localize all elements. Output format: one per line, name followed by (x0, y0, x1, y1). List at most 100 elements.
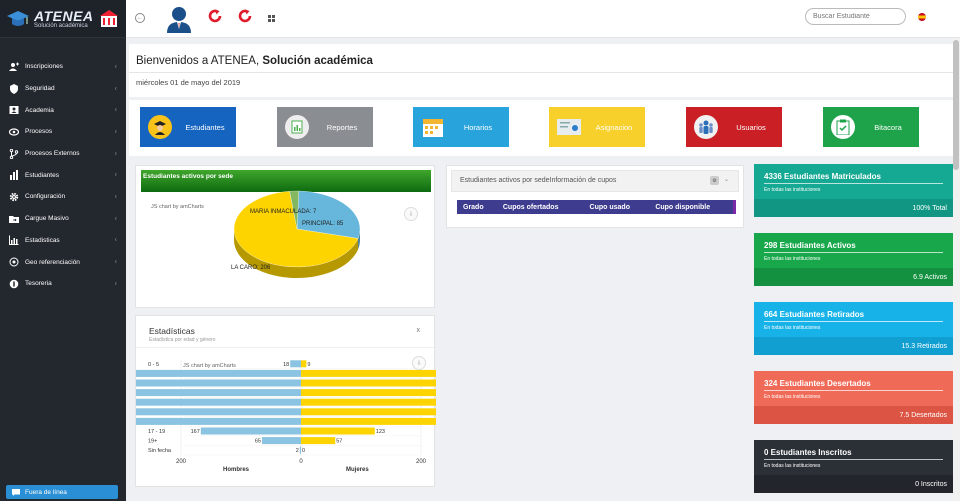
category-label: 0 - 5 (148, 362, 159, 368)
sidebar-nav: Inscripciones ‹ Seguridad ‹ Academia ‹ Proc… (0, 56, 126, 295)
stat-heading: 4336 Estudiantes Matriculados (764, 172, 881, 181)
clipboard-icon (831, 115, 855, 139)
bar-mujeres (301, 427, 375, 435)
calendar-icon (421, 115, 445, 139)
bar-hombres (299, 446, 301, 454)
age-gender-bar-chart: 40020002004000 - 51895 - 73393197 - 9342… (136, 359, 436, 473)
stat-card-desertados[interactable]: 324 Estudiantes Desertados En todas las i… (754, 371, 953, 424)
sidebar-item-academia[interactable]: Academia ‹ (0, 99, 126, 121)
bar-mujeres (301, 360, 307, 368)
stat-card-activos[interactable]: 298 Estudiantes Activos En todas las inst… (754, 233, 953, 286)
module-label: Horarios (463, 122, 493, 132)
column-header[interactable]: Cupo usado (589, 203, 630, 211)
shield-icon (9, 83, 19, 94)
pie-label: LA CARO: 206 (231, 265, 271, 271)
module-estudiantes-button[interactable]: Estudiantes (140, 107, 236, 147)
sede-pie-chart: PRINCIPAL: 85 LA CARO: 206 MARIA INMACULAD… (231, 190, 361, 279)
stat-value: 100% Total (912, 205, 947, 212)
column-header[interactable]: Grado (463, 203, 484, 211)
chevron-left-icon: ‹ (114, 150, 117, 158)
download-icon[interactable]: ⇩ (412, 356, 426, 370)
bar-hombres (136, 389, 301, 397)
column-header[interactable]: Cupos ofertados (502, 203, 559, 211)
sidebar-item-procesos[interactable]: Procesos ‹ (0, 121, 126, 143)
coin-icon (9, 279, 19, 289)
bar-hombres (200, 427, 301, 435)
pie-slice-la-caro (233, 191, 359, 268)
module-usuarios-button[interactable]: Usuarios (686, 107, 782, 147)
sidebar-item-seguridad[interactable]: Seguridad ‹ (0, 78, 126, 100)
stat-card-retirados[interactable]: 664 Estudiantes Retirados En todas las in… (754, 302, 953, 355)
folder-icon (9, 214, 19, 224)
offline-status-button[interactable]: Fuera de línea (6, 485, 118, 499)
sidebar-item-label: Estadisticas (25, 236, 60, 244)
title-prefix: Bienvenidos a ATENEA, (136, 55, 263, 67)
bar-hombres (136, 408, 301, 416)
cupos-panel: Estudiantes activos por sedeInformación … (446, 165, 744, 228)
bar-mujeres (301, 408, 436, 416)
series-label-mujeres: Mujeres (346, 467, 369, 473)
apps-grid-icon[interactable] (268, 15, 275, 22)
sync-icon[interactable] (238, 9, 252, 23)
column-header[interactable]: Cupo disponible (655, 203, 711, 211)
stat-heading: 0 Estudiantes Inscritos (764, 448, 852, 457)
chevron-left-icon: ‹ (114, 106, 117, 114)
sidebar-item-geo-referenciacion[interactable]: Geo referenciación ‹ (0, 251, 126, 273)
sidebar-item-estudiantes[interactable]: Estudiantes ‹ (0, 164, 126, 186)
data-label-mujeres: 0 (302, 448, 305, 454)
data-label-mujeres: 9 (307, 362, 310, 368)
bar-chart-icon (9, 170, 19, 181)
sidebar-item-configuracion[interactable]: Configuración ‹ (0, 186, 126, 208)
sidebar-item-inscripciones[interactable]: Inscripciones ‹ (0, 56, 126, 78)
module-bitacora-button[interactable]: Bitacora (823, 107, 919, 147)
sidebar-item-cargue-masivo[interactable]: Cargue Masivo ‹ (0, 208, 126, 230)
module-asignacion-button[interactable]: Asignacion (549, 107, 645, 147)
sidebar-item-label: Seguridad (25, 85, 55, 93)
back-arrow-icon[interactable]: ← (135, 13, 145, 23)
current-date: miércoles 01 de mayo del 2019 (136, 78, 241, 87)
chevron-left-icon: ‹ (114, 63, 117, 71)
module-reportes-button[interactable]: Reportes (277, 107, 373, 147)
category-label: 19+ (148, 439, 157, 445)
scrollbar-thumb[interactable] (953, 40, 959, 170)
stat-sub: En todas las instituciones (764, 463, 821, 469)
module-horarios-button[interactable]: Horarios (413, 107, 509, 147)
app-logo[interactable]: ATENEA Solución académica (0, 0, 126, 38)
logo-subtitle: Solución académica (34, 22, 88, 29)
offline-label: Fuera de línea (25, 488, 67, 496)
sede-chart-title: Estudiantes activos por sede (141, 170, 431, 192)
chart-credit: JS chart by amCharts (151, 204, 204, 210)
bar-mujeres (301, 417, 436, 425)
gear-icon[interactable]: ⚙ (710, 176, 719, 185)
download-icon[interactable]: ⇩ (404, 207, 418, 221)
stat-card-inscritos[interactable]: 0 Estudiantes Inscritos En todas las inst… (754, 440, 953, 493)
sidebar-item-tesoreria[interactable]: Tesoreria ‹ (0, 273, 126, 295)
close-icon[interactable]: x (416, 327, 421, 334)
avatar[interactable] (166, 5, 192, 33)
message-icon (12, 488, 20, 496)
category-label: Sin fecha (148, 448, 172, 454)
series-label-hombres: Hombres (223, 467, 250, 473)
stat-sub: En todas las instituciones (764, 325, 821, 331)
pie-label: MARIA INMACULADA: 7 (250, 209, 317, 215)
chevron-left-icon: ‹ (114, 258, 117, 266)
title-bold: Solución académica (262, 55, 373, 67)
refresh-icon[interactable] (208, 9, 222, 23)
pie-label: PRINCIPAL: 85 (302, 221, 344, 227)
search-student-input[interactable] (805, 8, 906, 25)
target-icon (9, 257, 19, 267)
page-scrollbar[interactable] (952, 38, 960, 501)
stat-heading: 664 Estudiantes Retirados (764, 310, 865, 319)
chevron-down-icon[interactable]: ⌄ (723, 177, 729, 183)
sidebar-item-label: Tesoreria (25, 280, 52, 288)
report-icon (285, 115, 309, 139)
x-tick-label: 200 (176, 459, 187, 465)
sidebar-item-label: Procesos Externos (25, 150, 80, 158)
stat-card-matriculados[interactable]: 4336 Estudiantes Matriculados En todas la… (754, 164, 953, 217)
topbar: ← (126, 0, 960, 38)
sidebar-item-procesos-externos[interactable]: Procesos Externos ‹ (0, 143, 126, 165)
data-label-hombres: 167 (191, 429, 200, 435)
sidebar-item-estadisticas[interactable]: Estadisticas ‹ (0, 230, 126, 252)
language-flag-icon[interactable] (918, 13, 926, 21)
x-tick-label: 200 (416, 459, 427, 465)
